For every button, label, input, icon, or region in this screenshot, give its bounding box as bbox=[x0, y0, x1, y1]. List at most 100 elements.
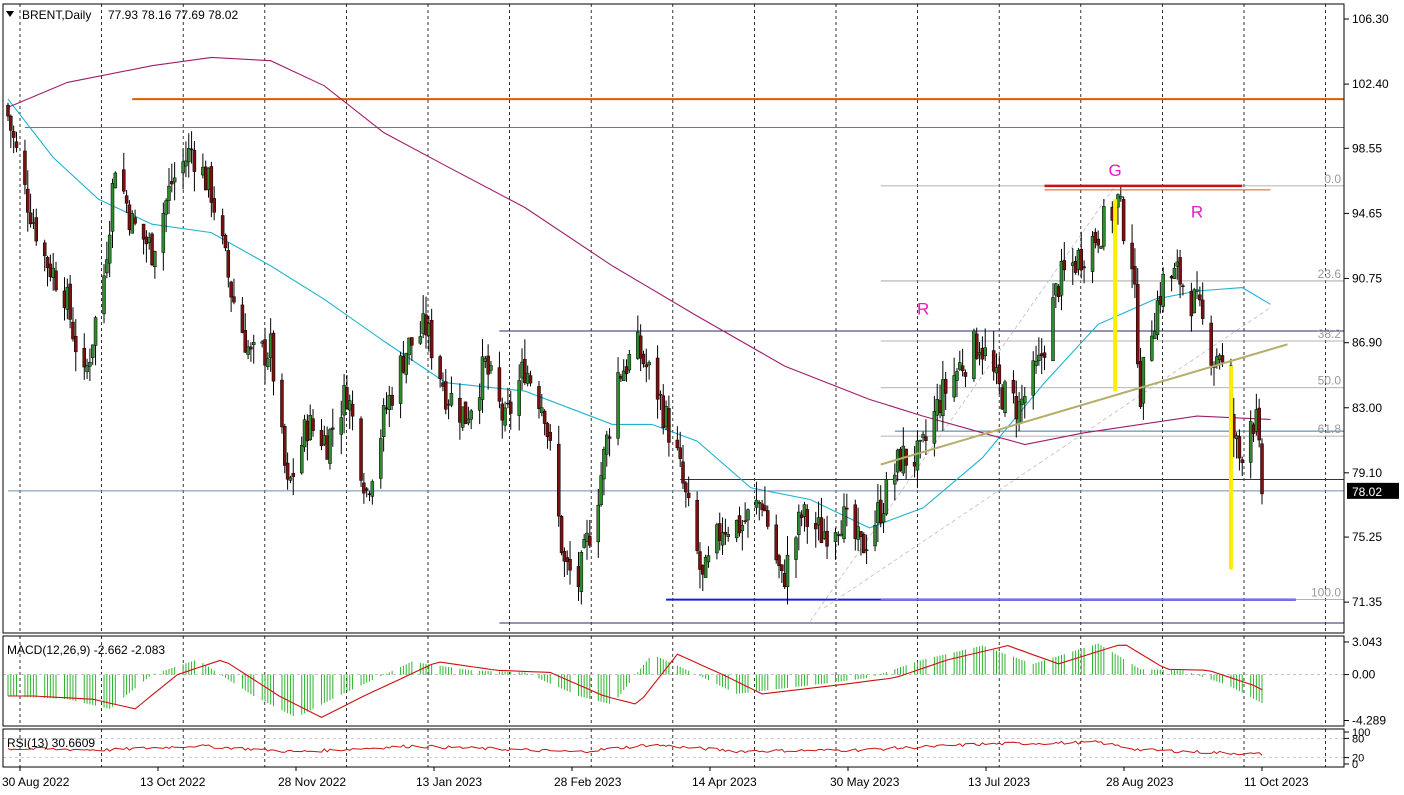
candle-body bbox=[263, 339, 267, 366]
candle-body bbox=[1178, 257, 1182, 285]
candle-body bbox=[562, 551, 567, 562]
candle-body bbox=[1102, 206, 1106, 247]
candle-body bbox=[1172, 267, 1177, 279]
candle-body bbox=[523, 358, 527, 384]
price-tick-label: 79.10 bbox=[1352, 466, 1382, 480]
candle-body bbox=[1200, 299, 1205, 319]
candle-body bbox=[974, 333, 979, 359]
candle-body bbox=[1023, 396, 1027, 404]
price-tick-label: 94.65 bbox=[1352, 206, 1382, 220]
candle-body bbox=[184, 160, 188, 167]
candle-body bbox=[88, 361, 92, 367]
candle-body bbox=[1260, 443, 1264, 495]
candle-body bbox=[596, 504, 601, 543]
candle-body bbox=[1175, 261, 1180, 267]
candle-body bbox=[588, 535, 592, 546]
rsi-tick-label: 20 bbox=[1352, 753, 1364, 765]
macd-panel[interactable]: 3.043 0.00 -4.289 MACD(12,26,9) -2.662 -2.… bbox=[3, 635, 1386, 728]
candle-body bbox=[444, 381, 448, 410]
candle-body bbox=[963, 372, 968, 377]
candle-body bbox=[619, 375, 623, 379]
candle-body bbox=[1121, 199, 1126, 242]
candle-body bbox=[859, 531, 863, 537]
candle-body bbox=[1054, 283, 1058, 296]
candle-body bbox=[170, 181, 174, 185]
candle-body bbox=[1014, 396, 1019, 420]
candle-body bbox=[723, 531, 728, 535]
panel-frame bbox=[2, 728, 1345, 768]
candle-body bbox=[664, 406, 668, 428]
slow-moving-average[interactable] bbox=[7, 56, 1271, 446]
candle-body bbox=[62, 290, 67, 308]
last-price-box bbox=[1347, 482, 1399, 499]
candle-body bbox=[856, 526, 860, 540]
candle-body bbox=[972, 330, 976, 379]
candle-body bbox=[825, 530, 829, 547]
candle-body bbox=[122, 169, 126, 192]
candle-body bbox=[737, 515, 742, 534]
candle-body bbox=[167, 185, 171, 201]
candle-body bbox=[288, 477, 293, 481]
candle-body bbox=[881, 513, 886, 523]
candle-body bbox=[785, 554, 790, 588]
candle-body bbox=[641, 353, 646, 365]
candle-body bbox=[45, 257, 50, 269]
candle-body bbox=[1020, 398, 1024, 406]
candle-body bbox=[540, 407, 544, 413]
candle-body bbox=[90, 344, 95, 358]
candle-body bbox=[107, 234, 112, 264]
candle-body bbox=[836, 534, 841, 536]
candle-body bbox=[427, 322, 431, 337]
candle-body bbox=[1076, 250, 1081, 270]
candle-body bbox=[842, 506, 846, 539]
candle-body bbox=[65, 287, 70, 310]
candle-body bbox=[658, 393, 663, 396]
price-tick-label: 83.00 bbox=[1352, 401, 1382, 415]
candle-body bbox=[605, 434, 609, 455]
candle-body bbox=[797, 511, 801, 535]
rsi-header: RSI(13) 30.6609 bbox=[7, 736, 95, 750]
candle-body bbox=[833, 532, 838, 542]
candle-body bbox=[1192, 289, 1196, 314]
candle-body bbox=[220, 215, 225, 237]
trend-line[interactable] bbox=[880, 343, 1288, 466]
candle-body bbox=[34, 217, 38, 242]
candle-body bbox=[717, 523, 722, 541]
candle-body bbox=[133, 217, 137, 224]
candle-body bbox=[141, 223, 146, 240]
price-tick-label: 102.40 bbox=[1352, 77, 1389, 91]
candle-body bbox=[446, 403, 451, 406]
time-tick-label: 28 Nov 2022 bbox=[278, 775, 346, 789]
candle-body bbox=[23, 150, 27, 185]
pattern-label: R bbox=[1191, 203, 1203, 222]
candle-body bbox=[1093, 231, 1098, 244]
candle-body bbox=[268, 333, 273, 358]
symbol-dropdown-icon[interactable] bbox=[6, 11, 14, 17]
candle-body bbox=[226, 250, 231, 278]
price-panel[interactable]: 0.0 23.6 38.2 50.0 61.8 100.0 R G R 106.30 102.4… bbox=[3, 4, 1399, 633]
candle-body bbox=[260, 341, 264, 344]
candle-body bbox=[1031, 360, 1035, 396]
candle-body bbox=[915, 440, 920, 471]
candle-body bbox=[322, 435, 327, 445]
candle-body bbox=[1037, 354, 1041, 362]
candle-body bbox=[1059, 260, 1064, 296]
candle-body bbox=[48, 263, 53, 277]
fast-moving-average[interactable] bbox=[7, 98, 1271, 529]
candle-body bbox=[319, 430, 324, 447]
candle-body bbox=[760, 503, 764, 510]
candle-body bbox=[624, 366, 629, 374]
candle-body bbox=[1062, 260, 1067, 271]
time-tick-label: 13 Jan 2023 bbox=[416, 775, 482, 789]
candlesticks bbox=[6, 102, 1264, 605]
candle-body bbox=[463, 401, 468, 424]
candle-body bbox=[814, 523, 818, 530]
candle-body bbox=[980, 347, 985, 360]
candle-body bbox=[1051, 297, 1055, 362]
candle-body bbox=[802, 504, 807, 517]
candle-body bbox=[698, 551, 702, 570]
candle-body bbox=[1119, 196, 1123, 199]
